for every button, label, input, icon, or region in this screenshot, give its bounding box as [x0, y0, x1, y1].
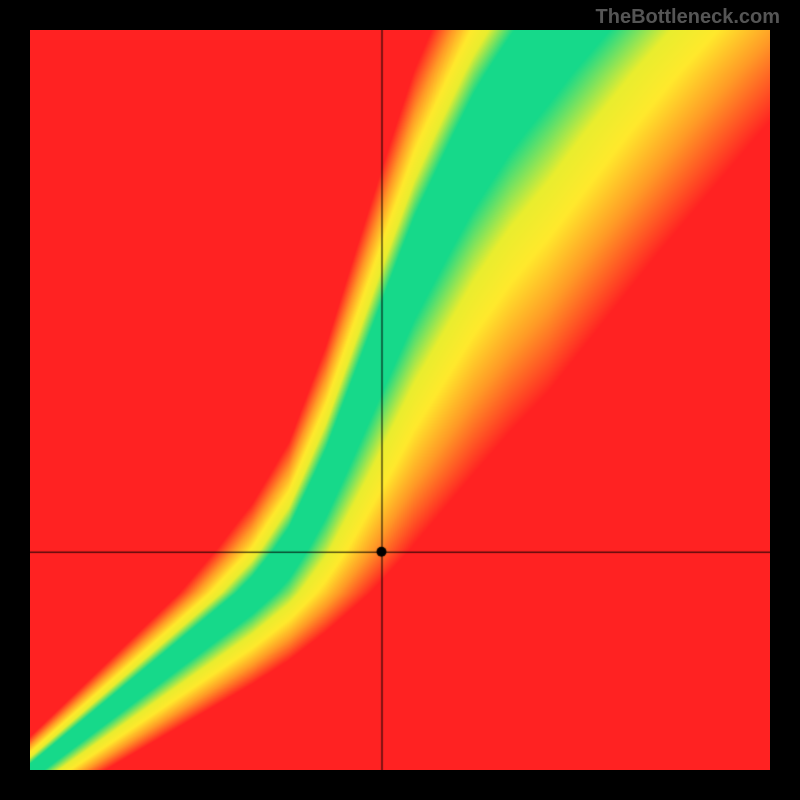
heatmap-canvas — [30, 30, 770, 770]
plot-area — [30, 30, 770, 770]
watermark-text: TheBottleneck.com — [596, 6, 780, 29]
